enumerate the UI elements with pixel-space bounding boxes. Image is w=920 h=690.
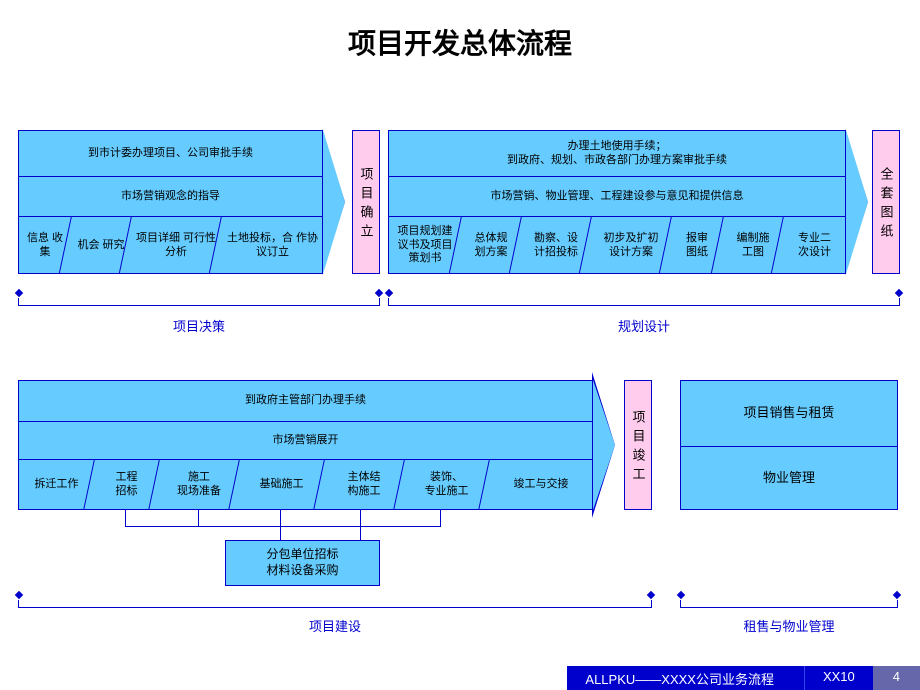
conn-h bbox=[125, 526, 441, 527]
phase3-cell-2: 施工 现场准备 bbox=[159, 459, 239, 510]
bracket-1-label: 项目决策 bbox=[18, 316, 380, 335]
phase1-row1: 到市计委办理项目、公司审批手续 bbox=[19, 131, 322, 176]
phase1-arrowhead bbox=[323, 130, 345, 274]
phase2-row2: 市场营销、物业管理、工程建设参与意见和提供信息 bbox=[389, 176, 845, 216]
phase3-cell-0: 拆迁工作 bbox=[19, 459, 94, 510]
phase2-body: 办理土地使用手续； 到政府、规划、市政各部门办理方案审批手续 市场营销、物业管理… bbox=[388, 130, 846, 274]
phase3-arrowhead bbox=[593, 380, 615, 510]
phase4-row2: 物业管理 bbox=[681, 446, 897, 510]
bracket-3 bbox=[18, 600, 652, 608]
footer-bar: ALLPKU——XXXX公司业务流程 XX10 4 bbox=[567, 666, 920, 690]
milestone-1: 项目确立 bbox=[352, 130, 380, 274]
phase3-row2: 市场营销展开 bbox=[19, 421, 592, 459]
conn-3 bbox=[280, 510, 281, 540]
bracket-2 bbox=[388, 298, 900, 306]
phase2-cell-4: 报审 图纸 bbox=[671, 216, 723, 274]
conn-2 bbox=[198, 510, 199, 526]
phase3-row1: 到政府主管部门办理手续 bbox=[19, 381, 592, 421]
phase3-cell-4: 主体结 构施工 bbox=[324, 459, 404, 510]
phase4-body: 项目销售与租赁 物业管理 bbox=[680, 380, 898, 510]
phase1-cell-2: 项目详细 可行性分析 bbox=[131, 216, 221, 274]
phase3-body: 到政府主管部门办理手续 市场营销展开 拆迁工作 工程 招标 施工 现场准备 基础… bbox=[18, 380, 593, 510]
phase2-arrowhead bbox=[846, 130, 868, 274]
phase2-cell-5: 编制施 工图 bbox=[723, 216, 783, 274]
diagram-canvas: 到市计委办理项目、公司审批手续 市场营销观念的指导 信息 收集 机会 研究 项目… bbox=[0, 0, 920, 690]
phase1-cell-0: 信息 收集 bbox=[19, 216, 71, 274]
milestone-3: 项目竣工 bbox=[624, 380, 652, 510]
footer-mid: XX10 bbox=[804, 666, 873, 690]
phase1-cell-1: 机会 研究 bbox=[71, 216, 131, 274]
phase1-body: 到市计委办理项目、公司审批手续 市场营销观念的指导 信息 收集 机会 研究 项目… bbox=[18, 130, 323, 274]
conn-1 bbox=[125, 510, 126, 526]
phase3-cell-6: 竣工与交接 bbox=[489, 459, 593, 510]
milestone-2: 全套图纸 bbox=[872, 130, 900, 274]
phase1-cell-3: 土地投标，合 作协议订立 bbox=[221, 216, 324, 274]
phase3-subbox: 分包单位招标 材料设备采购 bbox=[225, 540, 380, 586]
conn-4 bbox=[360, 510, 361, 540]
bracket-4 bbox=[680, 600, 898, 608]
footer-left: ALLPKU——XXXX公司业务流程 bbox=[567, 666, 804, 690]
phase2-cell-6: 专业二 次设计 bbox=[783, 216, 846, 274]
bracket-2-label: 规划设计 bbox=[388, 316, 900, 335]
bracket-1 bbox=[18, 298, 380, 306]
phase3-cell-5: 装饰、 专业施工 bbox=[404, 459, 489, 510]
bracket-4-label: 租售与物业管理 bbox=[680, 616, 898, 635]
phase2-row1: 办理土地使用手续； 到政府、规划、市政各部门办理方案审批手续 bbox=[389, 131, 845, 176]
bracket-3-label: 项目建设 bbox=[18, 616, 652, 635]
phase4-row1: 项目销售与租赁 bbox=[681, 381, 897, 446]
phase2-cell-1: 总体规 划方案 bbox=[461, 216, 521, 274]
footer-page: 4 bbox=[873, 666, 920, 690]
phase1-row2: 市场营销观念的指导 bbox=[19, 176, 322, 216]
conn-5 bbox=[440, 510, 441, 526]
phase2-cell-3: 初步及扩初 设计方案 bbox=[591, 216, 671, 274]
phase3-cell-3: 基础施工 bbox=[239, 459, 324, 510]
